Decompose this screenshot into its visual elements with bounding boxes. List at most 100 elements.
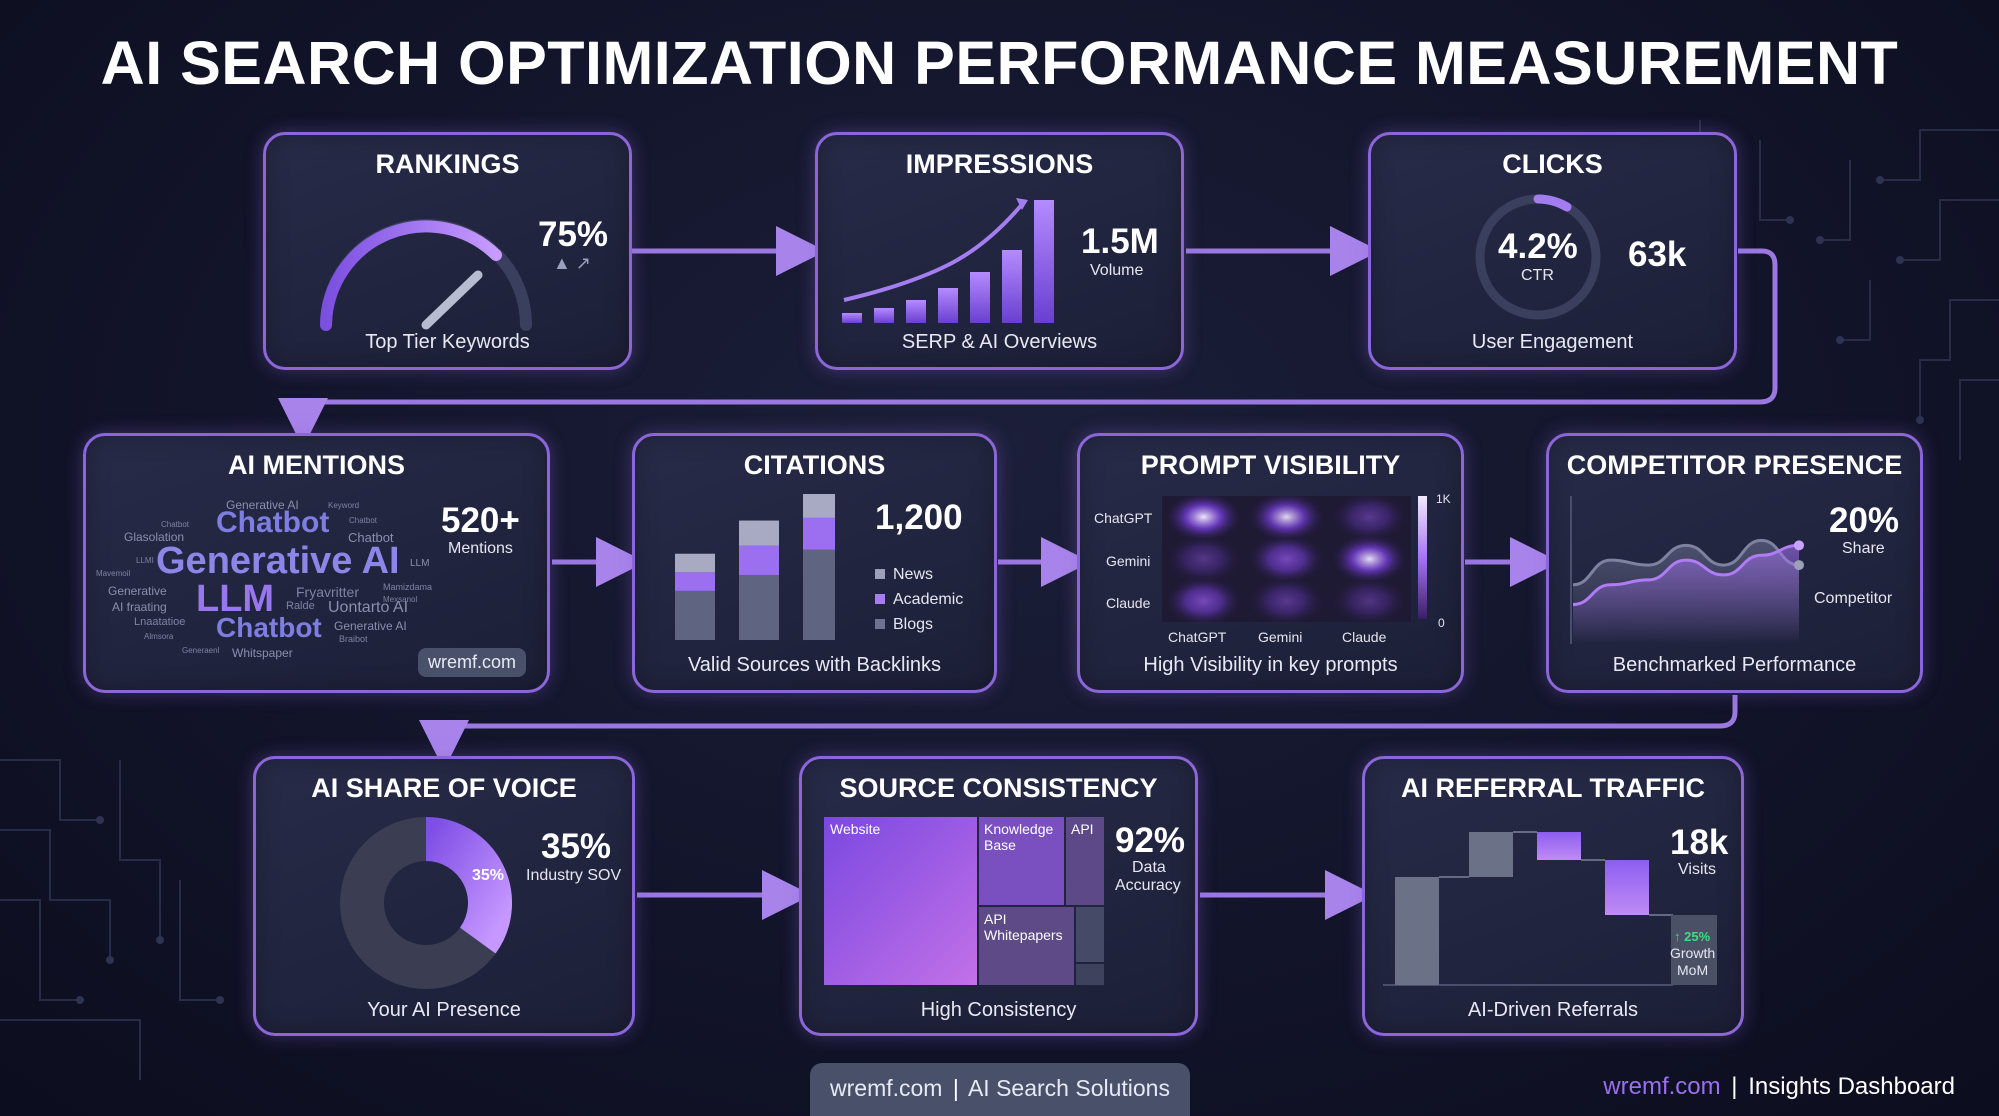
- prompt-visibility-subtitle: High Visibility in key prompts: [1143, 654, 1398, 676]
- heatmap-col-label: ChatGPT: [1168, 629, 1227, 645]
- word-cloud-word: Generative AI: [226, 498, 299, 512]
- growth-bar: [1671, 915, 1717, 985]
- citation-bar-segment: [675, 553, 715, 573]
- footer-insights[interactable]: wremf.com | Insights Dashboard: [1603, 1073, 1955, 1101]
- legend-news-label: News: [893, 566, 934, 583]
- heatmap-cell: [1163, 574, 1244, 624]
- heatmap-row-label: ChatGPT: [1094, 510, 1153, 526]
- heatmap-col-label: Claude: [1342, 629, 1387, 645]
- word-cloud-word: LLM: [410, 558, 430, 569]
- word-cloud-word: Chatbot: [216, 612, 322, 643]
- tile-knowledge-base[interactable]: Knowledge Base: [979, 817, 1064, 905]
- citations-card[interactable]: CITATIONS 1,200 News Academic Blogs Vali…: [632, 433, 997, 693]
- citation-bar-segment: [739, 574, 779, 640]
- rankings-gauge: [320, 219, 532, 331]
- referral-value-label: Visits: [1678, 861, 1716, 878]
- word-cloud-word: Glasolation: [124, 530, 185, 544]
- word-cloud-word: Lnaatatioe: [134, 616, 186, 628]
- source-consistency-value: 92%: [1115, 821, 1186, 860]
- prompt-visibility-card[interactable]: PROMPT VISIBILITY ChatGPT Gemini Claude …: [1077, 433, 1464, 693]
- source-consistency-card[interactable]: SOURCE CONSISTENCY Website Knowledge Bas…: [799, 756, 1198, 1036]
- word-cloud-word: Chatbot: [161, 520, 190, 529]
- competitor-presence-card[interactable]: COMPETITOR PRESENCE 20% Share Competitor…: [1546, 433, 1923, 693]
- word-cloud-word: Chatbot: [216, 506, 330, 539]
- wremf-badge[interactable]: wremf.com: [418, 648, 527, 677]
- word-cloud-word: Chatbot: [349, 516, 378, 525]
- clicks-value: 63k: [1628, 235, 1687, 274]
- legend-academic: Academic: [875, 587, 963, 612]
- source-consistency-title: SOURCE CONSISTENCY: [839, 773, 1158, 803]
- word-cloud-word: Ralde: [286, 600, 315, 612]
- impressions-card[interactable]: IMPRESSIONS 1.5M Volume SERP & AI Overvi…: [815, 132, 1184, 370]
- waterfall-bar: [1537, 832, 1581, 860]
- growth-value: ↑ 25%: [1674, 929, 1711, 944]
- competitor-presence-title: COMPETITOR PRESENCE: [1566, 450, 1903, 480]
- ctr-value: 4.2%: [1498, 227, 1578, 266]
- legend-news: News: [875, 562, 963, 587]
- citations-stacked-bars: [675, 494, 835, 640]
- footer-right-separator: |: [1731, 1073, 1738, 1100]
- sov-slice: [425, 817, 512, 954]
- heatmap-row-label: Claude: [1106, 595, 1151, 611]
- word-cloud-word: Fryavritter: [296, 584, 359, 600]
- ctr-ring: [1475, 194, 1601, 320]
- clicks-title: CLICKS: [1502, 149, 1603, 179]
- heatmap-scale-min: 0: [1438, 616, 1445, 630]
- clicks-card[interactable]: CLICKS 4.2% CTR 63k User Engagement: [1368, 132, 1737, 370]
- footer-tagline: AI Search Solutions: [967, 1075, 1170, 1101]
- referral-title: AI REFERRAL TRAFFIC: [1401, 773, 1705, 803]
- ai-mentions-title: AI MENTIONS: [227, 450, 405, 480]
- impressions-value: 1.5M: [1081, 222, 1159, 261]
- rankings-subtitle: Top Tier Keywords: [365, 331, 530, 353]
- share-line: [1572, 543, 1800, 607]
- treemap: Website Knowledge Base API API Whitepape…: [824, 817, 1104, 987]
- trend-up-icon: ▲ ↗: [553, 253, 591, 273]
- citations-legend: News Academic Blogs: [875, 562, 963, 637]
- heatmap-col-label: Gemini: [1258, 629, 1303, 645]
- heatmap-cell: [1246, 496, 1327, 544]
- sov-subtitle: Your AI Presence: [367, 999, 521, 1021]
- tile-website-label: Website: [830, 821, 881, 837]
- footer-brand-pill[interactable]: wremf.com | AI Search Solutions: [810, 1063, 1190, 1116]
- tile-website[interactable]: Website: [824, 817, 977, 985]
- heatmap-cell: [1329, 496, 1410, 544]
- referral-value: 18k: [1670, 823, 1729, 862]
- referral-subtitle: AI-Driven Referrals: [1467, 999, 1639, 1021]
- share-of-voice-card[interactable]: AI SHARE OF VOICE 35% 35% Industry SOV Y…: [253, 756, 635, 1036]
- footer-right-tail: Insights Dashboard: [1748, 1073, 1955, 1100]
- tile-minor-2: [1076, 964, 1104, 985]
- heatmap-scale-bar: [1418, 496, 1427, 619]
- word-cloud-word: AI fraating: [112, 600, 167, 614]
- word-cloud-word: Mexsanol: [383, 595, 418, 604]
- citation-bar-segment: [675, 590, 715, 640]
- legend-swatch-news: [875, 569, 885, 579]
- prompt-heatmap: [1162, 496, 1411, 624]
- rankings-card[interactable]: RANKINGS 75% ▲ ↗ Top Tier Keywords: [263, 132, 632, 370]
- tile-api[interactable]: API: [1066, 817, 1104, 905]
- sov-donut-chart: [340, 817, 512, 989]
- impressions-title: IMPRESSIONS: [905, 149, 1094, 179]
- heatmap-cell: [1329, 574, 1410, 624]
- legend-academic-label: Academic: [893, 591, 964, 608]
- tile-api-label: API: [1071, 821, 1094, 837]
- word-cloud-word: Braibot: [339, 634, 368, 644]
- tile-api-whitepapers[interactable]: API Whitepapers: [979, 907, 1074, 985]
- citation-bar-segment: [803, 517, 835, 550]
- share-endpoint: [1794, 540, 1804, 551]
- word-cloud-word: Mavemoil: [96, 569, 131, 578]
- ai-mentions-value: 520+: [441, 501, 520, 540]
- tile-knowledge-label: Knowledge Base: [984, 821, 1054, 853]
- citation-bar-segment: [739, 520, 779, 546]
- word-cloud-word: Almsora: [144, 632, 174, 641]
- ctr-label: CTR: [1521, 267, 1554, 284]
- legend-swatch-academic: [875, 594, 885, 604]
- citation-bar-segment: [803, 549, 835, 640]
- tile-minor-1: [1076, 907, 1104, 962]
- competitor-share-label: Share: [1842, 540, 1885, 557]
- referral-waterfall-chart: [1383, 831, 1673, 986]
- footer-separator: |: [952, 1075, 959, 1101]
- referral-traffic-card[interactable]: AI REFERRAL TRAFFIC 18k Visits ↑ 25% Gro…: [1362, 756, 1744, 1036]
- word-cloud-word: Generative: [108, 584, 167, 598]
- growth-period-label: MoM: [1677, 962, 1709, 978]
- ai-mentions-card[interactable]: AI MENTIONS Generative AI Keyword Chatbo…: [83, 433, 550, 693]
